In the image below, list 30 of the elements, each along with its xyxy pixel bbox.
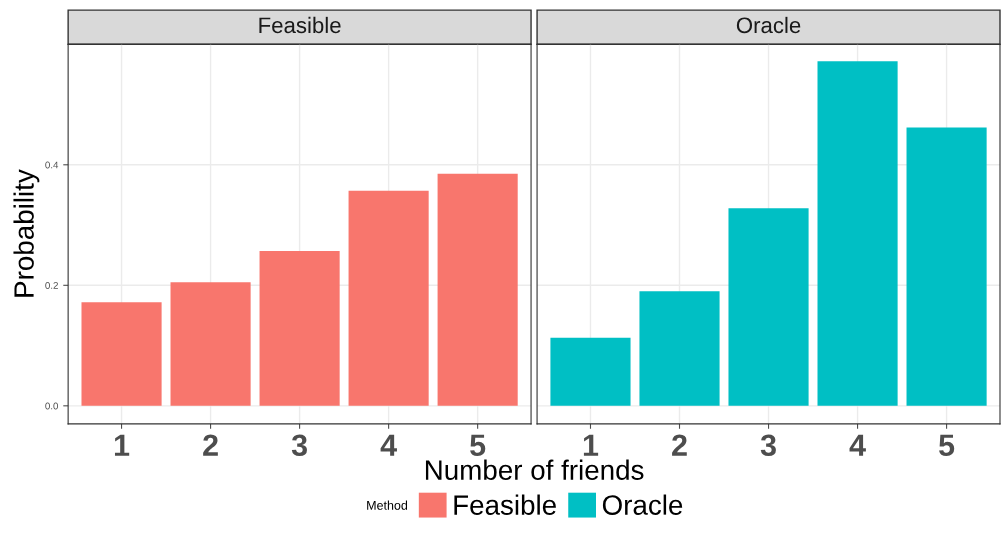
bar (348, 190, 429, 406)
legend-label: Feasible (454, 494, 556, 515)
bar (817, 61, 898, 406)
bar (437, 173, 518, 406)
legend-title: Method (367, 500, 408, 510)
x-tick-label: 1 (114, 434, 130, 456)
x-tick-label: 4 (849, 434, 866, 456)
x-tick-label: 5 (939, 434, 955, 457)
x-tick-label: 2 (672, 434, 687, 456)
chart-title: Oracle (736, 16, 801, 34)
bar (906, 127, 987, 406)
bar (259, 250, 340, 406)
y-tick-label: 0.2 (45, 282, 58, 289)
bar (639, 291, 720, 406)
y-tick-label: 0.0 (45, 402, 59, 410)
legend-label: Oracle (602, 494, 683, 515)
x-tick-label: 3 (291, 434, 307, 457)
bar (728, 208, 809, 406)
bar (81, 302, 162, 406)
x-tick-label: 2 (203, 434, 218, 456)
bar (170, 282, 251, 406)
x-axis-title: Number of friends (425, 459, 644, 480)
chart-title: Feasible (259, 16, 341, 34)
bar (550, 337, 631, 406)
x-tick-label: 3 (760, 434, 776, 457)
x-tick-label: 1 (583, 434, 599, 456)
x-tick-label: 4 (380, 434, 397, 456)
y-tick-label: 0.4 (45, 161, 59, 169)
y-axis-title: Probability (13, 169, 40, 297)
x-tick-label: 5 (470, 434, 486, 457)
